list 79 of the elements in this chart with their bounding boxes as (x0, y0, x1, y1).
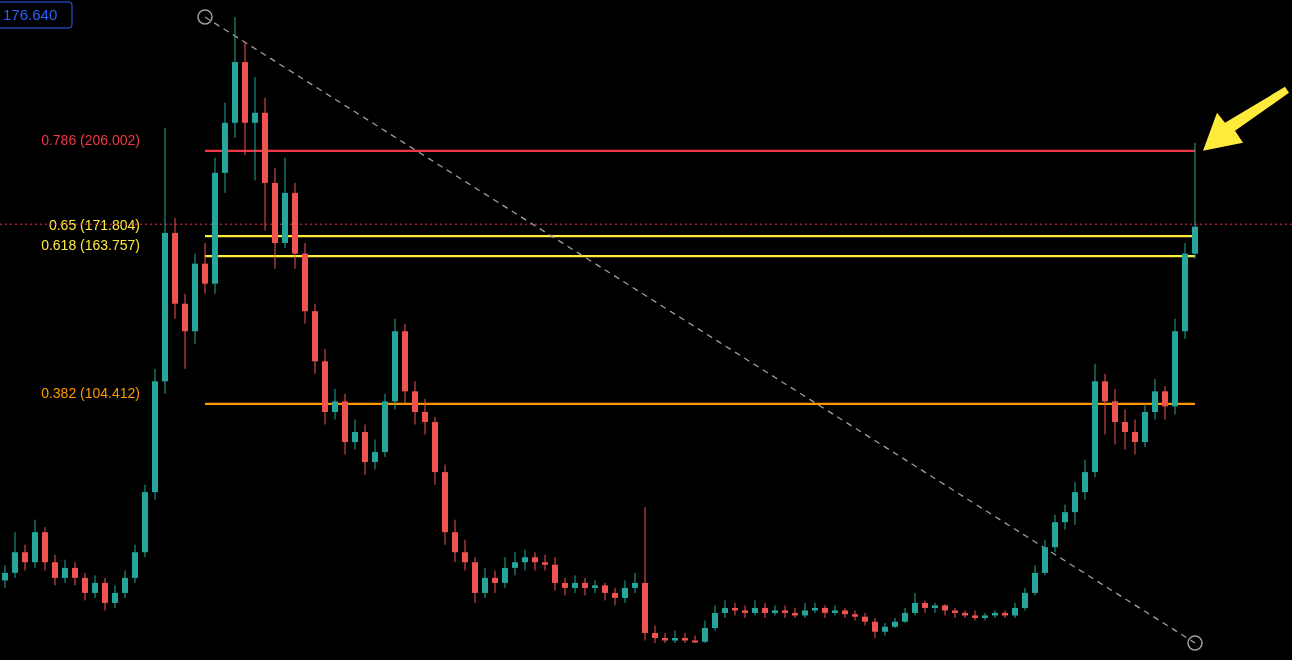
candlestick (1072, 481, 1078, 526)
candlestick (862, 612, 868, 626)
ref-line-label: 0.786 (206.002) (41, 131, 140, 148)
annotation: 176.640 (3, 6, 58, 23)
candlestick (932, 602, 938, 614)
candlestick (972, 609, 978, 621)
candlestick (832, 604, 838, 616)
candlestick (922, 599, 928, 614)
candlestick (982, 612, 988, 621)
candlestick (82, 572, 88, 601)
candlestick (702, 619, 708, 644)
candlestick (602, 582, 608, 601)
candlestick (572, 574, 578, 594)
candlestick (692, 634, 698, 644)
candlestick (482, 567, 488, 599)
candlestick (202, 242, 208, 295)
candlestick (842, 607, 848, 619)
candlestick (522, 549, 528, 571)
candlestick (562, 577, 568, 596)
candlestick (822, 604, 828, 619)
ref-line-label: 0.618 (163.757) (41, 237, 140, 254)
candlestick (552, 556, 558, 591)
candlestick (492, 569, 498, 594)
candlestick (612, 587, 618, 606)
candlestick (772, 604, 778, 616)
candlestick (1132, 419, 1138, 456)
ref-line-label: 0.65 (171.804) (48, 217, 140, 234)
candlestick (912, 592, 918, 616)
candlestick (1112, 388, 1118, 446)
candlestick (72, 561, 78, 586)
candlestick (1102, 373, 1108, 436)
candlestick (1162, 385, 1168, 421)
candlestick (942, 603, 948, 616)
candlestick (512, 551, 518, 576)
candlestick (1152, 378, 1158, 421)
candlestick (632, 572, 638, 594)
candlestick (22, 544, 28, 571)
candlestick (1022, 587, 1028, 611)
candlestick (92, 574, 98, 599)
candlestick (102, 577, 108, 611)
candlestick (622, 579, 628, 604)
candlestick (1012, 602, 1018, 619)
candlestick (422, 398, 428, 436)
candlestick (372, 439, 378, 471)
candlestick (332, 388, 338, 421)
candlestick (62, 559, 68, 584)
candlestick (542, 554, 548, 571)
candlestick (952, 607, 958, 619)
candlestick (462, 539, 468, 571)
candlestick (2, 564, 8, 589)
candlestick (352, 419, 358, 451)
candlestick (892, 617, 898, 629)
candlestick (582, 577, 588, 596)
candlestick (1032, 564, 1038, 596)
candlestick (1082, 459, 1088, 501)
candlestick (802, 602, 808, 619)
candlestick (532, 551, 538, 571)
candlestick (852, 609, 858, 621)
candlestick (112, 584, 118, 609)
candlestick (252, 76, 258, 181)
candlestick (712, 604, 718, 631)
candlestick (52, 554, 58, 586)
candlestick (752, 599, 758, 616)
candlestick (722, 599, 728, 619)
candlestick (1062, 504, 1068, 531)
candlestick (652, 624, 658, 644)
candlestick (452, 519, 458, 563)
candlestick (122, 569, 128, 599)
candlestick (782, 604, 788, 619)
candlestick (412, 380, 418, 426)
candlestick (1122, 409, 1128, 451)
candlestick (742, 604, 748, 619)
candlestick (762, 602, 768, 619)
candlestick (502, 556, 508, 589)
candlestick (882, 622, 888, 636)
ref-line-label: 0.382 (104.412) (41, 384, 140, 401)
candlestick (872, 617, 878, 639)
candlestick (12, 531, 18, 579)
candlestick (592, 579, 598, 594)
